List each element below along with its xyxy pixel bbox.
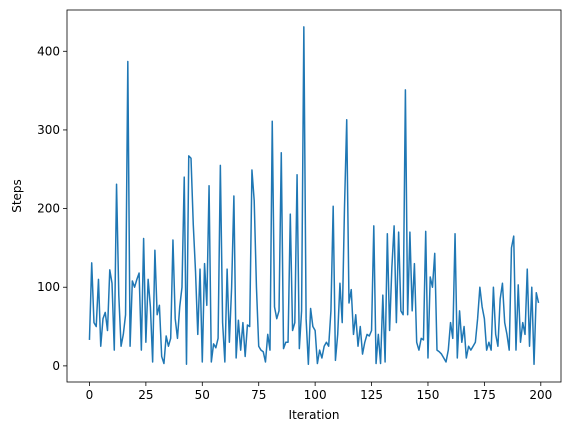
x-axis-label: Iteration: [289, 408, 340, 422]
y-tick-label: 200: [37, 202, 60, 216]
x-tick-label: 0: [86, 388, 94, 402]
x-tick-label: 200: [529, 388, 552, 402]
y-axis-label: Steps: [10, 179, 24, 213]
x-tick-label: 100: [304, 388, 327, 402]
x-tick-label: 25: [138, 388, 153, 402]
x-tick-label: 50: [195, 388, 210, 402]
y-tick-label: 300: [37, 123, 60, 137]
x-tick-label: 125: [360, 388, 383, 402]
plot-frame: [66, 9, 562, 383]
data-line: [88, 26, 540, 366]
y-tick-label: 400: [37, 44, 60, 58]
y-tick-label: 100: [37, 280, 60, 294]
x-tick-label: 150: [417, 388, 440, 402]
y-tick-label: 0: [52, 359, 60, 373]
x-tick-label: 175: [473, 388, 496, 402]
x-tick-label: 75: [251, 388, 266, 402]
